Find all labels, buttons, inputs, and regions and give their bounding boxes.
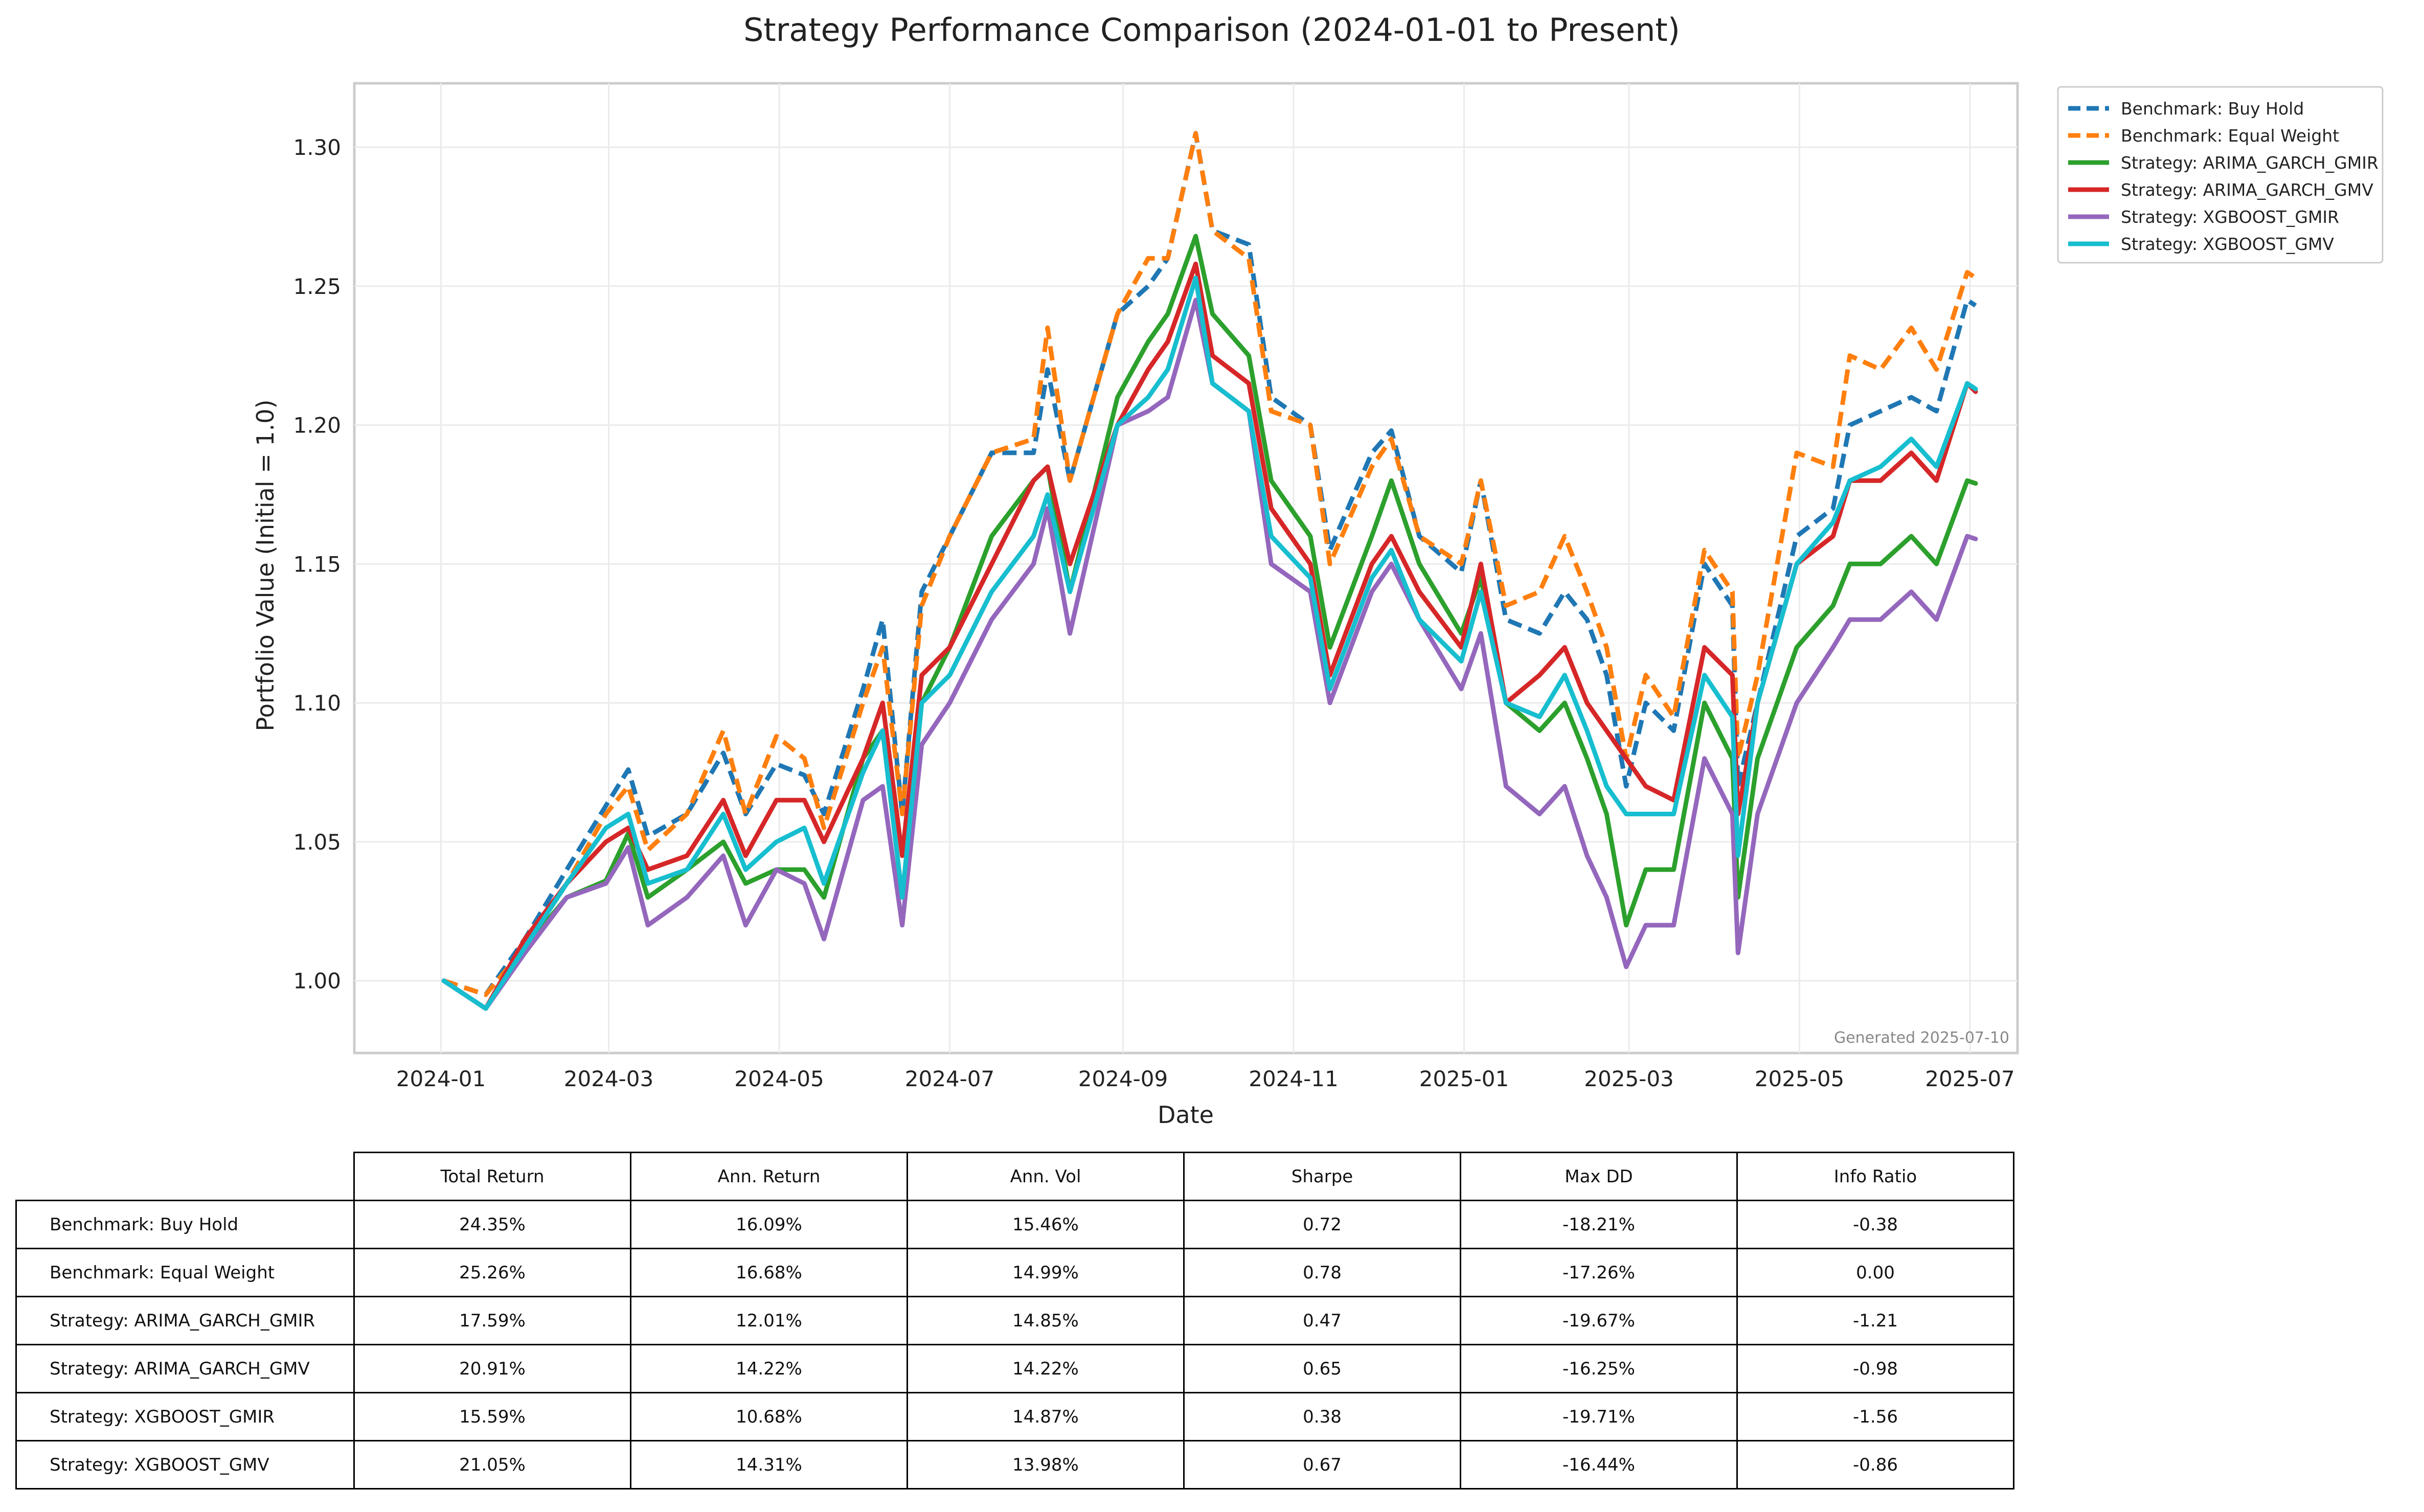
y-tick-label: 1.10 <box>293 691 341 716</box>
table-cell: 21.05% <box>353 1440 631 1490</box>
table-cell: -1.56 <box>1736 1392 2014 1441</box>
x-tick-label: 2025-03 <box>1584 1066 1674 1091</box>
legend: Benchmark: Buy Hold Benchmark: Equal Weig… <box>2057 86 2384 264</box>
table-cell: 0.67 <box>1183 1440 1461 1490</box>
table-cell: 16.09% <box>630 1200 908 1249</box>
col-header-total-return: Total Return <box>353 1152 631 1201</box>
table-cell: 10.68% <box>630 1392 908 1441</box>
table-cell: 15.46% <box>907 1200 1185 1249</box>
table-cell: 0.47 <box>1183 1296 1461 1345</box>
x-tick-label: 2024-03 <box>564 1066 654 1091</box>
y-tick-label: 1.25 <box>293 274 341 299</box>
row-label: Benchmark: Buy Hold <box>15 1200 355 1249</box>
table-cell: 16.68% <box>630 1248 908 1297</box>
table-cell: 13.98% <box>907 1440 1185 1490</box>
legend-label: Strategy: XGBOOST_GMIR <box>2121 207 2339 227</box>
table-row: Benchmark: Buy Hold 24.35% 16.09% 15.46%… <box>15 1200 2014 1249</box>
table-cell: -18.21% <box>1460 1200 1738 1249</box>
table-row: Strategy: XGBOOST_GMIR 15.59% 10.68% 14.… <box>15 1392 2014 1441</box>
table-cell: 0.78 <box>1183 1248 1461 1297</box>
table-cell: 17.59% <box>353 1296 631 1345</box>
series-line-5 <box>441 297 1978 1011</box>
table-cell: -19.67% <box>1460 1296 1738 1345</box>
y-tick-label: 1.05 <box>293 830 341 855</box>
generated-annotation: Generated 2025-07-10 <box>1834 1029 2009 1047</box>
legend-label: Benchmark: Buy Hold <box>2121 99 2304 119</box>
series-line-6 <box>441 276 1978 1011</box>
table-corner-cell <box>16 1152 355 1201</box>
col-header-ann-vol: Ann. Vol <box>907 1152 1185 1201</box>
table-cell: 0.72 <box>1183 1200 1461 1249</box>
table-cell: -0.98 <box>1736 1344 2014 1393</box>
x-tick-label: 2025-05 <box>1755 1066 1845 1091</box>
chart-title: Strategy Performance Comparison (2024-01… <box>743 11 1680 49</box>
table-cell: -16.44% <box>1460 1440 1738 1490</box>
y-tick-label: 1.15 <box>293 552 341 577</box>
performance-table: Total Return Ann. Return Ann. Vol Sharpe… <box>15 1152 2014 1490</box>
legend-label: Strategy: ARIMA_GARCH_GMIR <box>2121 153 2378 173</box>
axis-ticks: 1.00 1.05 1.10 1.15 1.20 1.25 1.30 2024-01 2024-… <box>293 135 2014 1091</box>
legend-box <box>2057 86 2384 264</box>
performance-chart: Strategy Performance Comparison (2024-01… <box>252 11 2384 1129</box>
table-row: Strategy: ARIMA_GARCH_GMIR 17.59% 12.01%… <box>15 1296 2014 1345</box>
table-cell: 20.91% <box>353 1344 631 1393</box>
row-label: Strategy: ARIMA_GARCH_GMV <box>15 1344 355 1393</box>
x-tick-label: 2024-09 <box>1078 1066 1168 1091</box>
table-cell: 15.59% <box>353 1392 631 1441</box>
table-cell: -0.38 <box>1736 1200 2014 1249</box>
table-cell: 14.85% <box>907 1296 1185 1345</box>
x-tick-label: 2024-11 <box>1249 1066 1339 1091</box>
table-header-row: Total Return Ann. Return Ann. Vol Sharpe… <box>16 1152 2014 1201</box>
table-cell: -19.71% <box>1460 1392 1738 1441</box>
y-tick-label: 1.30 <box>293 135 341 160</box>
x-axis-title: Date <box>1158 1101 1214 1129</box>
table-cell: 0.65 <box>1183 1344 1461 1393</box>
table-cell: 12.01% <box>630 1296 908 1345</box>
series-lines <box>441 131 1978 1011</box>
plot-area <box>353 82 2019 1055</box>
x-tick-label: 2024-01 <box>396 1066 486 1091</box>
table-cell: -1.21 <box>1736 1296 2014 1345</box>
row-label: Strategy: ARIMA_GARCH_GMIR <box>15 1296 355 1345</box>
table-cell: 0.00 <box>1736 1248 2014 1297</box>
table-row: Benchmark: Equal Weight 25.26% 16.68% 14… <box>15 1248 2014 1297</box>
legend-label: Benchmark: Equal Weight <box>2121 126 2339 146</box>
table-cell: -17.26% <box>1460 1248 1738 1297</box>
y-tick-label: 1.20 <box>293 413 341 438</box>
table-row: Strategy: ARIMA_GARCH_GMV 20.91% 14.22% … <box>15 1344 2014 1393</box>
y-axis-title: Portfolio Value (Initial = 1.0) <box>252 400 279 731</box>
table-cell: -16.25% <box>1460 1344 1738 1393</box>
table-cell: -0.86 <box>1736 1440 2014 1490</box>
col-header-ann-return: Ann. Return <box>630 1152 908 1201</box>
y-tick-label: 1.00 <box>293 969 341 994</box>
col-header-max-dd: Max DD <box>1460 1152 1738 1201</box>
row-label: Strategy: XGBOOST_GMIR <box>15 1392 355 1441</box>
row-label: Strategy: XGBOOST_GMV <box>15 1440 355 1490</box>
row-label: Benchmark: Equal Weight <box>15 1248 355 1297</box>
table-cell: 25.26% <box>353 1248 631 1297</box>
legend-label: Strategy: ARIMA_GARCH_GMV <box>2121 180 2373 200</box>
table-row: Strategy: XGBOOST_GMV 21.05% 14.31% 13.9… <box>15 1440 2014 1490</box>
col-header-info-ratio: Info Ratio <box>1736 1152 2014 1201</box>
table-cell: 24.35% <box>353 1200 631 1249</box>
table-cell: 14.99% <box>907 1248 1185 1297</box>
x-tick-label: 2025-07 <box>1925 1066 2015 1091</box>
x-tick-label: 2024-07 <box>905 1066 995 1091</box>
table-cell: 14.22% <box>630 1344 908 1393</box>
legend-label: Strategy: XGBOOST_GMV <box>2121 234 2334 254</box>
col-header-sharpe: Sharpe <box>1183 1152 1461 1201</box>
table-cell: 14.87% <box>907 1392 1185 1441</box>
series-line-2 <box>443 131 1977 997</box>
table-cell: 14.31% <box>630 1440 908 1490</box>
x-tick-label: 2024-05 <box>734 1066 824 1091</box>
x-tick-label: 2025-01 <box>1419 1066 1509 1091</box>
table-cell: 14.22% <box>907 1344 1185 1393</box>
table-cell: 0.38 <box>1183 1392 1461 1441</box>
